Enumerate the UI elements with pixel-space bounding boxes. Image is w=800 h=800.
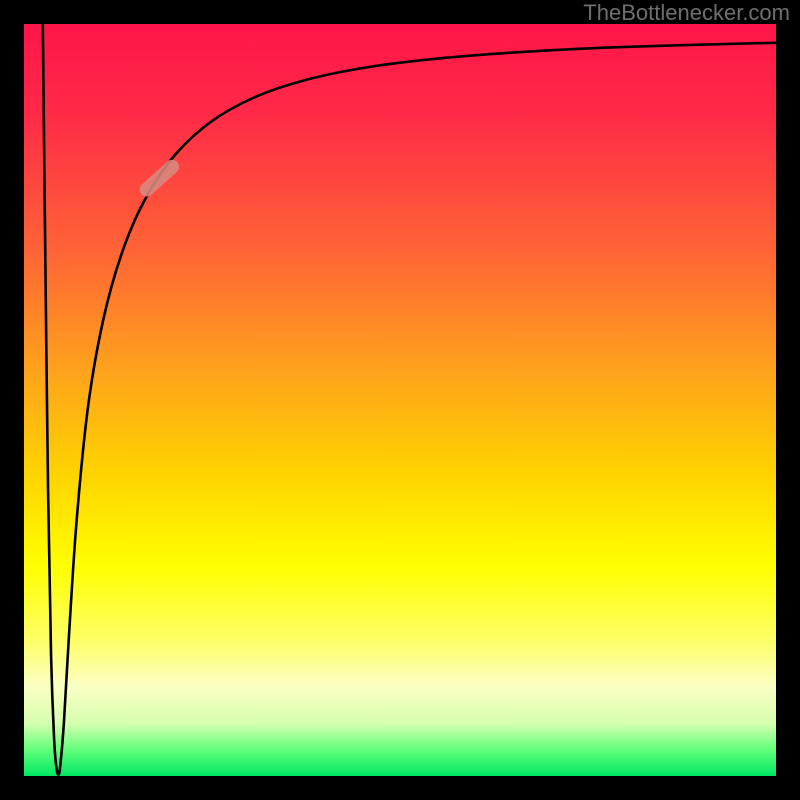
highlight-marker [137,157,182,200]
marker-layer [24,24,776,776]
stage: TheBottlenecker.com [0,0,800,800]
watermark-text: TheBottlenecker.com [583,0,790,26]
plot-area [24,24,776,776]
